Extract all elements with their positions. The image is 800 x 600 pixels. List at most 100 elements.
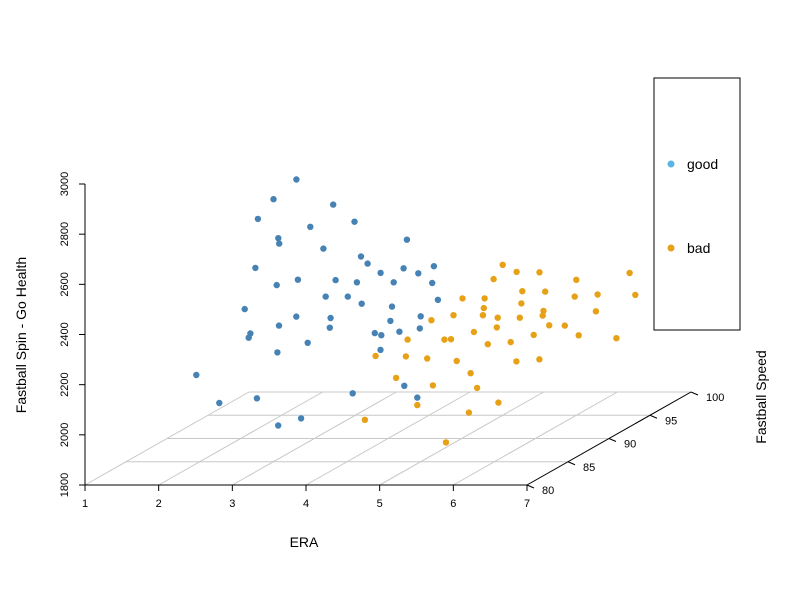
- point-bad: [516, 314, 523, 321]
- x-tick-label: 5: [377, 498, 383, 510]
- point-bad: [480, 304, 487, 312]
- point-bad: [513, 268, 520, 276]
- legend-label-bad: bad: [687, 240, 710, 256]
- x-tick-label: 4: [303, 498, 309, 510]
- point-good: [327, 314, 334, 322]
- point-bad: [626, 269, 633, 277]
- y-tick-mark: [608, 438, 617, 442]
- point-good: [320, 245, 327, 252]
- legend-marker-good: [667, 160, 675, 168]
- z-tick-label: 2800: [59, 222, 71, 246]
- point-bad: [484, 341, 491, 348]
- y-tick-label: 80: [542, 485, 554, 497]
- floor-grid: [84, 391, 692, 486]
- point-good: [326, 324, 333, 331]
- point-good: [434, 296, 442, 303]
- point-bad: [479, 312, 487, 319]
- point-good: [304, 339, 311, 346]
- y-tick-mark: [526, 484, 535, 489]
- point-bad: [392, 374, 400, 382]
- point-bad: [518, 300, 525, 307]
- point-bad: [490, 275, 497, 283]
- point-good: [344, 293, 351, 300]
- point-bad: [499, 261, 506, 268]
- z-axis-title: Fastball Spin - Go Health: [13, 257, 29, 413]
- legend-label-good: good: [687, 156, 718, 172]
- point-bad: [361, 416, 369, 423]
- point-bad: [473, 384, 481, 392]
- point-good: [253, 395, 261, 402]
- z-tick-label: 2000: [59, 423, 71, 447]
- point-bad: [573, 276, 580, 283]
- point-bad: [404, 336, 411, 343]
- point-good: [396, 328, 403, 335]
- point-bad: [536, 356, 543, 363]
- point-bad: [546, 322, 553, 329]
- point-good: [252, 264, 259, 272]
- z-tick-label: 2200: [59, 372, 71, 396]
- point-bad: [592, 308, 600, 315]
- point-bad: [519, 288, 526, 295]
- z-tick-label: 3000: [59, 172, 71, 196]
- point-good: [357, 253, 365, 260]
- point-bad: [470, 328, 478, 336]
- point-bad: [493, 324, 500, 331]
- z-ticks: 1800 2000 2200 2400 2600 2800 3000: [59, 172, 85, 497]
- point-good: [415, 270, 422, 277]
- point-bad: [453, 357, 460, 365]
- point-bad: [447, 336, 455, 343]
- y-ticks: 80 85 90 95 100: [526, 391, 724, 497]
- point-good: [274, 349, 281, 356]
- grid-line-x: [232, 391, 397, 486]
- y-tick-mark: [567, 461, 576, 466]
- point-bad: [481, 295, 488, 302]
- legend-box: [653, 77, 741, 331]
- point-bad: [507, 338, 514, 346]
- point-bad: [540, 307, 547, 315]
- point-good: [429, 279, 436, 287]
- point-bad: [575, 332, 582, 339]
- point-bad: [424, 355, 431, 362]
- point-good: [307, 223, 314, 230]
- point-good: [332, 276, 339, 284]
- point-bad: [513, 358, 520, 365]
- point-bad: [571, 293, 578, 300]
- point-good: [401, 382, 408, 389]
- point-good: [414, 394, 421, 401]
- point-good: [417, 313, 424, 320]
- x-tick-label: 6: [450, 498, 456, 510]
- point-good: [275, 322, 283, 329]
- point-good: [353, 279, 361, 286]
- z-tick-label: 1800: [59, 473, 71, 497]
- point-bad: [561, 322, 568, 329]
- y-tick-mark: [649, 414, 658, 419]
- point-good: [293, 176, 300, 183]
- y-tick-label: 90: [624, 439, 636, 451]
- point-bad: [465, 409, 473, 416]
- grid-line-x: [84, 391, 250, 486]
- point-good: [358, 300, 365, 307]
- point-bad: [428, 317, 435, 324]
- grid-line-x: [158, 391, 323, 486]
- point-good: [216, 399, 223, 407]
- point-good: [293, 313, 300, 320]
- x-tick-label: 7: [524, 498, 530, 510]
- point-bad: [442, 439, 450, 446]
- point-bad: [613, 335, 620, 342]
- point-good: [245, 334, 252, 341]
- point-bad: [495, 399, 502, 406]
- data-points: [193, 176, 679, 446]
- point-good: [377, 346, 384, 354]
- y-tick-mark: [690, 391, 699, 396]
- grid-line-x: [453, 391, 618, 486]
- grid-line-x: [305, 391, 471, 486]
- point-good: [387, 317, 394, 325]
- point-bad: [429, 382, 437, 389]
- z-tick-label: 2400: [59, 322, 71, 346]
- point-bad: [539, 312, 546, 319]
- point-bad: [414, 401, 421, 409]
- point-good: [322, 293, 329, 300]
- z-tick-label: 2600: [59, 272, 71, 296]
- y-tick-label: 85: [583, 462, 595, 474]
- point-good: [430, 263, 438, 270]
